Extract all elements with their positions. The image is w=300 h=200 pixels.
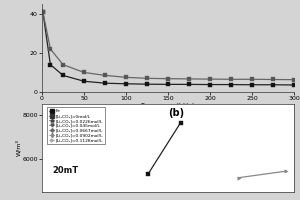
Legend: Fe, [Li₂CO₃]=0mol/L, [Li₂CO₃]=0.0226mol/L, [Li₂CO₃]=0.045mol/L, [Li₂CO₃]=0.0667m: Fe, [Li₂CO₃]=0mol/L, [Li₂CO₃]=0.0226mol/… — [47, 107, 105, 144]
Text: (b): (b) — [168, 108, 184, 118]
X-axis label: Frequency(kHz): Frequency(kHz) — [141, 103, 195, 109]
Y-axis label: W/m³: W/m³ — [15, 140, 21, 156]
Text: 20mT: 20mT — [52, 166, 78, 175]
